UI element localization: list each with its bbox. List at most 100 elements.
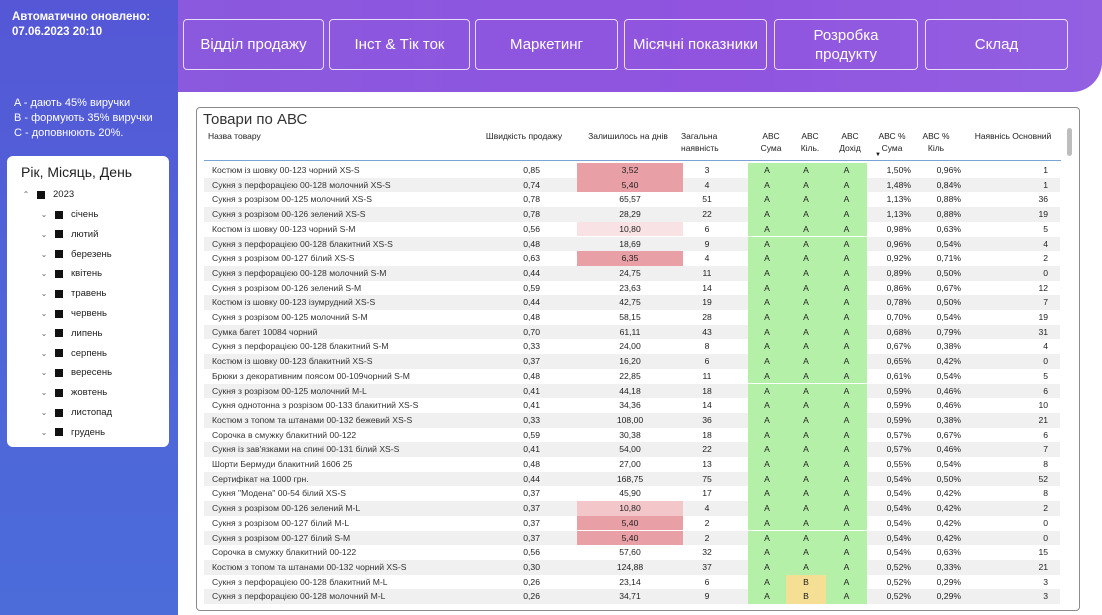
table-row[interactable]: Сукня з перфорацією 00-128 блакитний S-M… [204,339,1060,355]
table-row[interactable]: Брюки з декоративним поясом 00-109чорний… [204,368,1060,384]
table-row[interactable]: Сукня з розрізом 00-126 зелений XS-S 0,78… [204,207,1060,222]
table-row[interactable]: Костюм із шовку 00-123 ізумрудний XS-S 0,… [204,295,1060,310]
table-row[interactable]: Сукня із зав'язками на спині 00-131 біли… [204,442,1060,457]
col-abc-sum-header[interactable]: АВС Сума [760,131,782,153]
checkbox[interactable] [55,349,63,358]
checkbox[interactable] [55,309,63,318]
tree-item-month[interactable]: ⌄ вересень [39,367,112,378]
table-row[interactable]: Сукня з перфорацією 00-128 молочний M-L 0… [204,589,1060,604]
sort-descending-icon[interactable]: ▼ [875,152,881,158]
table-row[interactable]: Костюм з топом та штанами 00-132 чорний … [204,559,1060,575]
col-abc-pct-qty-header[interactable]: АВС % Кіль [922,131,950,153]
expand-chevron-icon[interactable]: ⌄ [40,229,48,239]
expand-chevron-icon[interactable]: ⌄ [40,269,48,279]
table-row[interactable]: Сукня "Модена" 00-54 білий XS-S 0,37 45,90… [204,486,1060,502]
checkbox[interactable] [55,289,63,298]
col-main-stock-header[interactable]: Наявнісь Основний [974,131,1052,141]
cell-product-name: Костюм із шовку 00-123 ізумрудний XS-S [212,297,376,308]
table-row[interactable]: Сукня з розрізом 00-125 молочний M-L 0,41… [204,383,1060,399]
auto-update-label: Автоматично оновлено: [12,11,151,23]
nav-sales-department-button[interactable]: Відділ продажу [183,19,324,70]
tree-item-month[interactable]: ⌄ червень [39,308,107,319]
cell-sales-speed: 0,44 [523,473,540,484]
col-abc-qty-header[interactable]: АВС Кіль. [800,131,820,153]
table-row[interactable]: Шорти Бермуди блакитний 1606 25 0,48 27,00… [204,457,1060,472]
checkbox[interactable] [55,210,63,219]
checkbox[interactable] [55,230,63,239]
table-row[interactable]: Сукня з розрізом 00-127 білий XS-S 0,63 6,… [204,251,1060,266]
cell-product-name: Костюм із шовку 00-123 блакитний XS-S [212,356,373,367]
table-row[interactable]: Костюм з топом та штанами 00-132 бежевий… [204,412,1060,428]
expand-chevron-icon[interactable]: ⌄ [40,388,48,398]
table-row[interactable]: Сукня з розрізом 00-125 молочний XS-S 0,7… [204,192,1060,208]
expand-chevron-icon[interactable]: ⌄ [40,348,48,358]
table-row[interactable]: Сукня з розрізом 00-127 білий M-L 0,37 5,4… [204,515,1060,531]
col-abc-income-header[interactable]: АВС Дохід [839,131,861,153]
checkbox[interactable] [55,428,63,437]
table-row[interactable]: Костюм із шовку 00-123 блакитний XS-S 0,3… [204,354,1060,369]
checkbox[interactable] [55,329,63,338]
col-total-stock-header[interactable]: Загальна наявність [681,131,719,153]
expand-chevron-icon[interactable]: ⌄ [40,328,48,338]
tree-item-month[interactable]: ⌄ квітень [39,268,102,279]
table-row[interactable]: Сертифікат на 1000 грн. 0,44 168,75 75 A A A 0,… [204,471,1060,487]
cell-main-stock: 19 [1038,312,1048,322]
collapse-chevron-icon[interactable]: ⌃ [22,190,30,199]
table-row[interactable]: Сукня з розрізом 00-125 молочний S-M 0,48… [204,310,1060,325]
tree-item-month[interactable]: ⌄ липень [39,328,103,339]
cell-abc-pct-sum: 0,92% [886,253,911,264]
table-row[interactable]: Костюм із шовку 00-123 чорний S-M 0,56 10,… [204,221,1060,237]
table-row[interactable]: Сукня з перфорацією 00-128 блакитний M-L… [204,574,1060,590]
expand-chevron-icon[interactable]: ⌄ [40,408,48,417]
expand-chevron-icon[interactable]: ⌄ [40,249,48,259]
col-sales-speed-header[interactable]: Швидкість продажу [485,131,563,141]
expand-chevron-icon[interactable]: ⌄ [40,427,48,437]
scrollbar-thumb[interactable] [1067,128,1072,156]
cell-sales-speed: 0,56 [523,547,540,558]
table-row[interactable]: Сорочка в смужку блакитний 00-122 0,56 57,… [204,545,1060,560]
tree-item-year[interactable]: ⌃ 2023 [21,189,75,200]
expand-chevron-icon[interactable]: ⌄ [40,289,48,299]
cell-main-stock: 12 [1038,282,1048,293]
col-product-name-header[interactable]: Назва товару [208,131,261,141]
cell-abc-qty: A [786,486,826,502]
table-row[interactable]: Сукня з перфорацією 00-128 молочний S-M 0… [204,265,1060,281]
cell-abc-pct-sum: 1,13% [886,209,911,220]
tree-item-month[interactable]: ⌄ травень [39,288,107,299]
nav-warehouse-button[interactable]: Склад [925,19,1068,70]
checkbox[interactable] [37,190,45,199]
tree-item-month[interactable]: ⌄ березень [39,249,112,260]
table-row[interactable]: Сорочка в смужку блакитний 00-122 0,59 30,… [204,427,1060,443]
table-row[interactable]: Сукня з перфорацією 00-128 молочний XS-S… [204,177,1060,193]
table-row[interactable]: Костюм із шовку 00-123 чорний XS-S 0,85 3,… [204,163,1060,178]
table-row[interactable]: Сукня з розрізом 00-126 зелений M-L 0,37 1… [204,501,1060,516]
tree-item-month[interactable]: ⌄ січень [39,209,99,220]
col-days-left-header[interactable]: Залишилось на днів [588,131,668,141]
table-row[interactable]: Сумка багет 10084 чорний 0,70 61,11 43 A A A 0,… [204,324,1060,340]
tree-item-month[interactable]: ⌄ листопад [39,407,112,418]
col-abc-pct-sum-header[interactable]: АВС % Сума [878,131,906,153]
checkbox[interactable] [55,408,63,417]
cell-abc-qty: A [786,207,826,222]
expand-chevron-icon[interactable]: ⌄ [40,368,48,378]
nav-monthly-metrics-button[interactable]: Місячні показники [624,19,767,70]
tree-item-month[interactable]: ⌄ лютий [39,229,99,240]
checkbox[interactable] [55,368,63,377]
nav-insta-tiktok-button[interactable]: Інст & Тік ток [329,19,470,70]
table-row[interactable]: Сукня з розрізом 00-126 зелений S-M 0,59 2… [204,280,1060,296]
cell-abc-pct-sum: 0,52% [886,576,911,587]
checkbox[interactable] [55,388,63,397]
table-row[interactable]: Сукня з розрізом 00-127 білий S-M 0,37 5,4… [204,530,1060,546]
vertical-scrollbar[interactable] [1066,126,1073,604]
expand-chevron-icon[interactable]: ⌄ [40,309,48,318]
nav-product-development-button[interactable]: Розробка продукту [774,19,918,70]
checkbox[interactable] [55,250,63,259]
checkbox[interactable] [55,269,63,278]
tree-item-month[interactable]: ⌄ жовтень [39,387,108,398]
table-row[interactable]: Сукня з перфорацією 00-128 блакитний XS-… [204,236,1060,252]
nav-marketing-button[interactable]: Маркетинг [475,19,618,70]
expand-chevron-icon[interactable]: ⌄ [40,210,48,219]
tree-item-month[interactable]: ⌄ грудень [39,427,105,438]
table-row[interactable]: Сукня однотонна з розрізом 00-133 блакит… [204,398,1060,413]
tree-item-month[interactable]: ⌄ серпень [39,348,107,359]
